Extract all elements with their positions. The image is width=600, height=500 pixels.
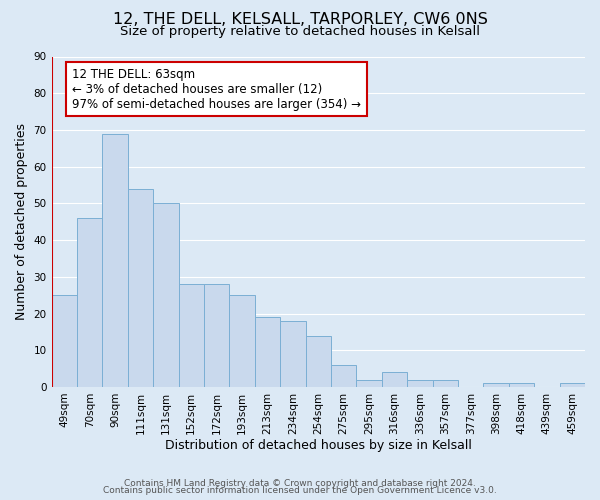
Bar — [229, 295, 255, 387]
Bar — [255, 317, 280, 387]
Bar — [128, 188, 153, 387]
Bar — [77, 218, 103, 387]
Bar — [407, 380, 433, 387]
Bar — [204, 284, 229, 387]
Bar — [382, 372, 407, 387]
Bar — [280, 321, 305, 387]
Bar — [103, 134, 128, 387]
Bar — [433, 380, 458, 387]
Text: 12, THE DELL, KELSALL, TARPORLEY, CW6 0NS: 12, THE DELL, KELSALL, TARPORLEY, CW6 0N… — [113, 12, 487, 28]
Bar — [331, 365, 356, 387]
Text: 12 THE DELL: 63sqm
← 3% of detached houses are smaller (12)
97% of semi-detached: 12 THE DELL: 63sqm ← 3% of detached hous… — [72, 68, 361, 110]
Bar — [52, 295, 77, 387]
Bar — [153, 204, 179, 387]
Bar — [484, 384, 509, 387]
Y-axis label: Number of detached properties: Number of detached properties — [15, 123, 28, 320]
Text: Contains public sector information licensed under the Open Government Licence v3: Contains public sector information licen… — [103, 486, 497, 495]
Bar — [179, 284, 204, 387]
Bar — [560, 384, 585, 387]
Bar — [509, 384, 534, 387]
Bar — [356, 380, 382, 387]
Text: Size of property relative to detached houses in Kelsall: Size of property relative to detached ho… — [120, 25, 480, 38]
X-axis label: Distribution of detached houses by size in Kelsall: Distribution of detached houses by size … — [165, 440, 472, 452]
Text: Contains HM Land Registry data © Crown copyright and database right 2024.: Contains HM Land Registry data © Crown c… — [124, 478, 476, 488]
Bar — [305, 336, 331, 387]
